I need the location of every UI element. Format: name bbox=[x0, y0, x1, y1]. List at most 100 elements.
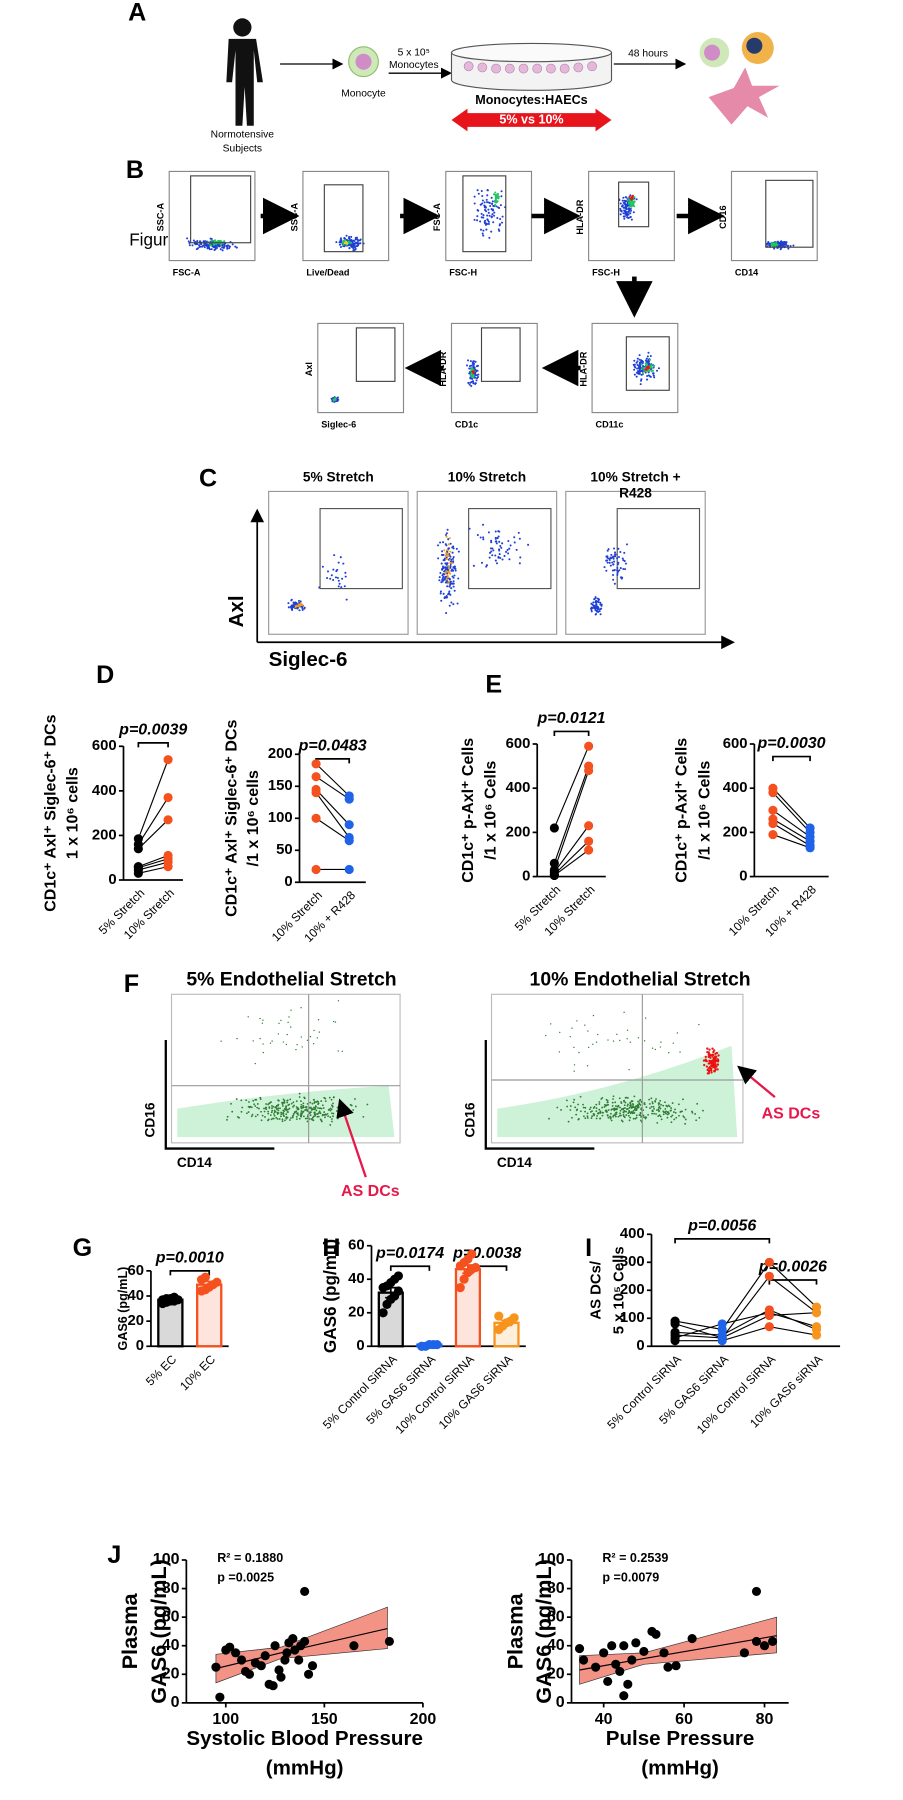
pair-point bbox=[811, 1322, 822, 1332]
flow-event bbox=[635, 198, 638, 201]
flow-event bbox=[586, 1065, 589, 1067]
flow-event bbox=[630, 218, 633, 221]
flow-event bbox=[640, 1116, 642, 1118]
flow-event bbox=[617, 561, 620, 564]
pair-point bbox=[670, 1319, 680, 1329]
flow-event bbox=[707, 1052, 710, 1056]
y-tick-label: 0 bbox=[356, 1338, 364, 1354]
flow-event bbox=[305, 1105, 308, 1108]
flow-event bbox=[452, 603, 455, 606]
flow-event bbox=[483, 201, 486, 204]
flow-event bbox=[645, 1017, 647, 1019]
flow-event bbox=[582, 1115, 585, 1118]
flow-event bbox=[337, 1000, 340, 1002]
flow-event bbox=[710, 1071, 713, 1074]
flow-event bbox=[476, 215, 479, 218]
flow-event bbox=[286, 1033, 288, 1036]
significance-bracket bbox=[389, 1265, 431, 1271]
flow-event bbox=[702, 1059, 706, 1062]
pair-point bbox=[584, 765, 594, 776]
pair-line bbox=[674, 1261, 817, 1331]
p-value: p=0.0174 bbox=[375, 1245, 444, 1262]
flow-event bbox=[476, 219, 479, 222]
flow-event bbox=[707, 1072, 711, 1075]
flow-event bbox=[271, 1107, 273, 1110]
flow-event bbox=[595, 599, 598, 602]
flow-event bbox=[299, 600, 302, 603]
pair-point bbox=[163, 850, 173, 861]
flow-event bbox=[491, 213, 494, 216]
flow-event bbox=[667, 1104, 670, 1107]
y-tick-label: 40 bbox=[348, 1271, 365, 1287]
flow-event bbox=[598, 1108, 601, 1111]
significance-bracket bbox=[553, 730, 590, 736]
flow-event bbox=[674, 1108, 676, 1111]
flow-event bbox=[366, 1103, 369, 1106]
flow-event bbox=[666, 1116, 669, 1119]
x-tick-label: 200 bbox=[410, 1711, 437, 1728]
flow-event bbox=[479, 536, 482, 539]
y-tick-label: 60 bbox=[348, 1238, 365, 1254]
flow-event bbox=[659, 1046, 662, 1048]
flow-event bbox=[192, 239, 195, 242]
flow-event bbox=[295, 1048, 297, 1051]
x-tick-label: 10% Control SiRNA bbox=[694, 1352, 778, 1436]
flow-event bbox=[489, 547, 492, 550]
y-axis-label: CD1c⁺ p-Axl⁺ Cells bbox=[674, 738, 691, 883]
flow-event bbox=[594, 609, 597, 612]
flow-event bbox=[445, 562, 448, 565]
flow-event bbox=[276, 1104, 278, 1107]
flow-event bbox=[644, 362, 647, 365]
data-point bbox=[663, 1662, 673, 1672]
flow-event bbox=[332, 1112, 335, 1115]
panel-letter: B bbox=[126, 156, 144, 184]
flow-event bbox=[619, 567, 622, 570]
flow-event bbox=[643, 1116, 645, 1119]
data-point bbox=[231, 1648, 241, 1658]
flow-event bbox=[336, 576, 339, 579]
flow-event bbox=[313, 1029, 315, 1032]
flow-event bbox=[629, 207, 632, 210]
pair-line bbox=[674, 1312, 817, 1339]
flow-event bbox=[648, 1103, 651, 1105]
flow-event bbox=[642, 366, 645, 370]
flow-event bbox=[313, 1106, 315, 1109]
flow-event bbox=[354, 1105, 357, 1108]
flow-event bbox=[624, 206, 627, 209]
flow-event bbox=[300, 1110, 303, 1113]
flow-event bbox=[773, 243, 776, 246]
flow-event bbox=[314, 1105, 317, 1108]
flow-event bbox=[281, 1105, 284, 1107]
flow-event bbox=[705, 1065, 709, 1068]
flow-event bbox=[630, 198, 633, 201]
flow-event bbox=[619, 1112, 621, 1115]
flow-event bbox=[338, 582, 341, 585]
flow-event bbox=[632, 1110, 635, 1112]
flow-event bbox=[631, 1102, 634, 1105]
flow-event bbox=[285, 1116, 288, 1118]
flow-event bbox=[443, 557, 446, 560]
data-point bbox=[578, 1655, 589, 1665]
flow-event bbox=[498, 229, 501, 232]
x-tick-label: 60 bbox=[675, 1711, 693, 1728]
flow-event bbox=[480, 212, 483, 215]
flow-event bbox=[248, 1106, 251, 1109]
flow-event bbox=[593, 1114, 595, 1117]
label: AS DCs bbox=[762, 1106, 821, 1123]
flow-event bbox=[230, 1102, 232, 1105]
flow-event bbox=[296, 606, 299, 609]
y-tick-label: 0 bbox=[522, 868, 530, 884]
flow-event bbox=[273, 1109, 276, 1112]
x-tick-label: 40 bbox=[595, 1711, 613, 1728]
gate-x-label: FSC-A bbox=[173, 268, 201, 278]
flow-event bbox=[456, 602, 459, 605]
flow-event bbox=[609, 1117, 612, 1120]
flow-event bbox=[319, 1112, 322, 1115]
flow-event bbox=[488, 556, 491, 559]
flow-event bbox=[509, 544, 512, 547]
flow-event bbox=[767, 241, 770, 244]
flow-event bbox=[625, 1114, 628, 1117]
data-point bbox=[591, 1662, 601, 1672]
flow-event bbox=[657, 367, 660, 370]
flow-event bbox=[628, 205, 631, 208]
